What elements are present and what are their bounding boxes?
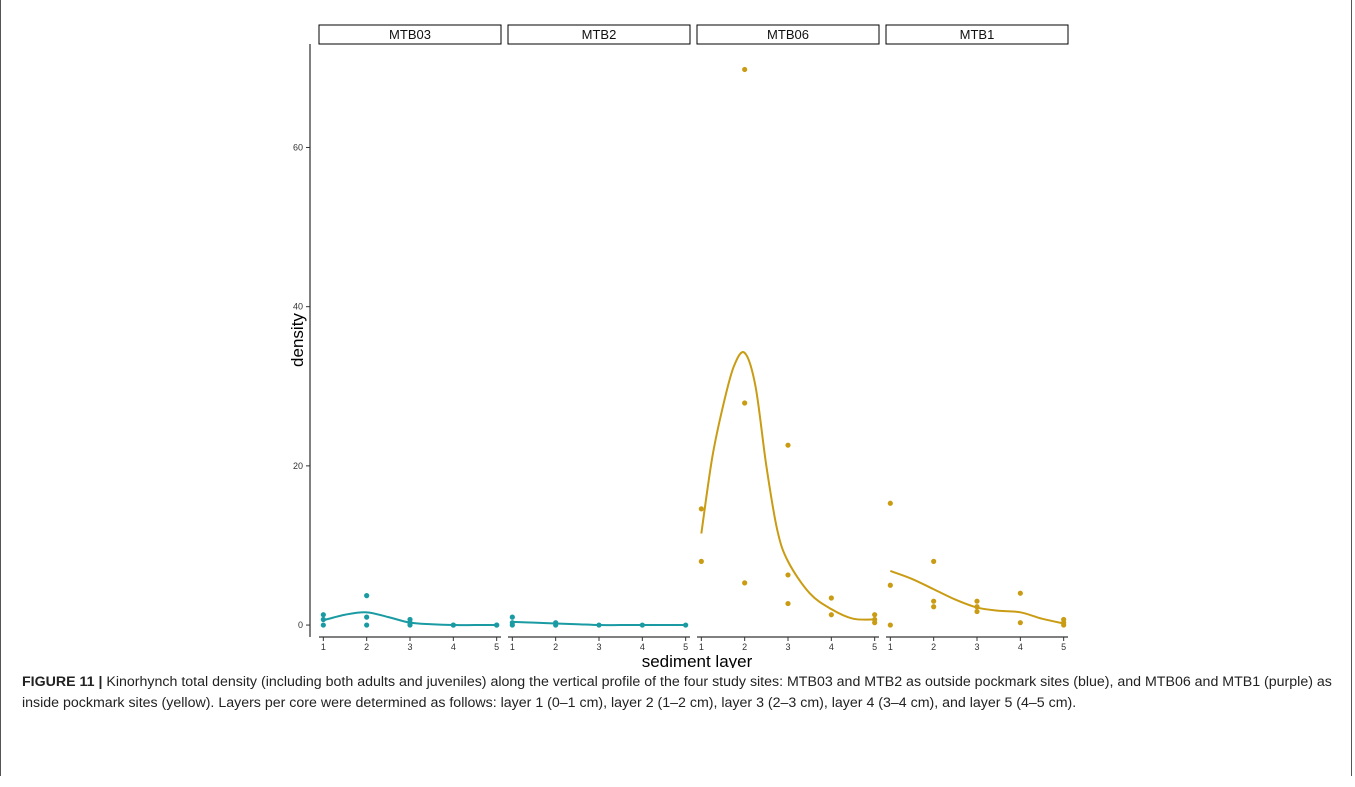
y-tick-label: 20: [293, 461, 303, 471]
data-point-MTB03: [320, 622, 326, 628]
x-tick-label: 2: [742, 642, 747, 652]
data-point-MTB06: [742, 66, 748, 73]
data-point-MTB03: [364, 622, 370, 628]
data-point-MTB2: [596, 622, 602, 628]
x-tick-label: 2: [364, 642, 369, 652]
x-axis-title: sediment layer: [642, 652, 753, 668]
x-tick-label: 2: [553, 642, 558, 652]
data-point-MTB2: [639, 622, 645, 628]
x-tick-label: 3: [407, 642, 412, 652]
data-point-MTB1: [931, 558, 937, 564]
data-point-MTB06: [742, 580, 748, 586]
data-point-MTB03: [364, 593, 370, 599]
data-point-MTB1: [887, 622, 893, 628]
data-point-MTB06: [785, 600, 791, 607]
data-point-MTB06: [785, 442, 791, 448]
y-tick-label: 0: [298, 620, 303, 630]
data-point-MTB06: [828, 595, 834, 601]
data-point-MTB1: [974, 608, 980, 615]
data-point-MTB03: [320, 616, 326, 623]
y-tick-label: 60: [293, 142, 303, 152]
data-point-MTB1: [1017, 590, 1023, 596]
data-point-MTB03: [494, 622, 500, 628]
x-tick-label: 5: [872, 642, 877, 652]
x-tick-label: 1: [321, 642, 326, 652]
y-axis-title: density: [288, 313, 307, 367]
x-tick-label: 4: [640, 642, 645, 652]
facet-label-MTB03: MTB03: [389, 27, 431, 42]
data-point-MTB06: [698, 506, 704, 512]
data-point-MTB1: [1017, 620, 1023, 626]
facet-strip-MTB03: [318, 24, 502, 45]
x-tick-label: 1: [699, 642, 704, 652]
caption-text: Kinorhynch total density (including both…: [22, 674, 1332, 711]
data-point-MTB1: [887, 582, 893, 588]
data-point-MTB06: [698, 558, 704, 564]
data-point-MTB2: [683, 622, 689, 628]
data-point-MTB06: [872, 620, 878, 626]
x-tick-label: 4: [1018, 642, 1023, 652]
data-point-MTB2: [509, 614, 515, 620]
data-point-MTB1: [974, 604, 980, 610]
x-tick-label: 3: [596, 642, 601, 652]
data-point-MTB1: [931, 604, 937, 610]
x-tick-label: 5: [494, 642, 499, 652]
data-point-MTB06: [828, 612, 834, 618]
data-point-MTB06: [742, 400, 748, 406]
data-point-MTB1: [887, 500, 893, 506]
figure-caption: FIGURE 11 | Kinorhynch total density (in…: [22, 672, 1332, 714]
x-tick-label: 1: [510, 642, 515, 652]
x-tick-label: 4: [829, 642, 834, 652]
facet-strip-MTB06: [696, 24, 880, 45]
data-point-MTB2: [509, 622, 515, 628]
data-point-MTB03: [407, 622, 413, 628]
smooth-line-MTB06: [700, 351, 875, 621]
facet-label-MTB06: MTB06: [767, 27, 809, 42]
y-tick-label: 40: [293, 302, 303, 312]
x-tick-label: 1: [888, 642, 893, 652]
data-point-MTB06: [872, 612, 878, 618]
facet-strip-MTB1: [885, 24, 1069, 45]
faceted-scatter-chart: 0 20 40 60 density MTB03 1 2 3 4 5 MTB2 1 2 3 4 5 MTB06 1 2…: [288, 24, 1069, 668]
x-tick-label: 2: [931, 642, 936, 652]
facet-strip-MTB2: [507, 24, 691, 45]
x-tick-label: 3: [785, 642, 790, 652]
x-tick-label: 5: [683, 642, 688, 652]
x-tick-label: 3: [974, 642, 979, 652]
data-point-MTB1: [974, 598, 980, 604]
data-point-MTB06: [785, 572, 791, 578]
facet-label-MTB2: MTB2: [582, 27, 617, 42]
x-tick-label: 4: [451, 642, 456, 652]
smooth-line-MTB1: [889, 569, 1064, 625]
data-point-MTB03: [320, 612, 326, 618]
data-point-MTB1: [1061, 622, 1067, 628]
data-point-MTB2: [553, 622, 559, 628]
figure-label: FIGURE 11 |: [22, 674, 103, 690]
facet-label-MTB1: MTB1: [960, 27, 995, 42]
x-tick-label: 5: [1061, 642, 1066, 652]
data-point-MTB03: [450, 622, 456, 628]
data-point-MTB03: [364, 614, 370, 620]
data-point-MTB1: [931, 598, 937, 604]
